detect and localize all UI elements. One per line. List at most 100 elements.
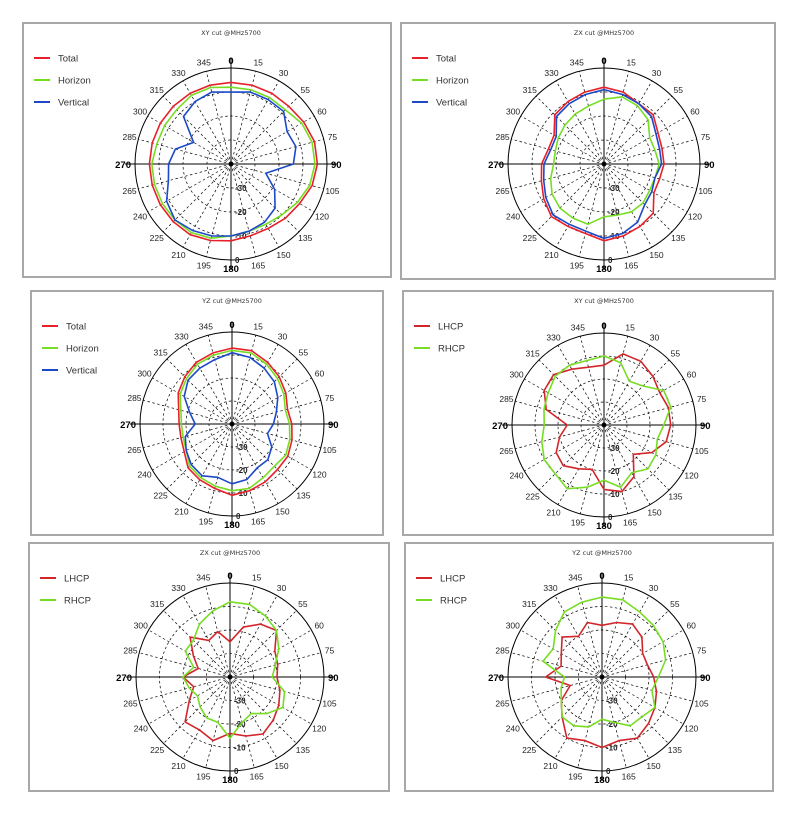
angle-label: 15 [252,573,262,583]
legend-label: LHCP [440,574,465,585]
angle-label: 315 [150,599,164,609]
angle-label: 330 [174,332,188,342]
angle-label: 135 [668,745,682,755]
series-line-horizon [151,86,316,239]
angle-label: 105 [698,186,712,196]
angle-label: 195 [199,517,213,527]
grid-spoke [231,423,279,504]
grid-spoke [166,423,233,490]
chart-title: XY cut @MHz5700 [574,297,634,305]
angle-label: 105 [325,186,339,196]
grid-spoke [138,138,232,165]
grid-spoke [603,359,670,426]
grid-spoke [555,163,605,248]
angle-label: 330 [171,68,185,78]
angle-label: 15 [626,58,636,68]
polar-grid [130,322,334,526]
angle-label: 120 [688,212,702,222]
grid-spoke [603,163,697,190]
grid-spoke [230,115,315,165]
angle-label: 55 [670,599,680,609]
angle-label: 210 [171,761,185,771]
angle-label: 180 [223,264,239,275]
grid-spoke [601,595,650,678]
radial-label: 0 [606,767,611,776]
chart-panel-5: ZX cut @MHz5700 0 15 30 55 60 75 90 105 120 135 150… [28,542,390,792]
angle-label: 120 [684,471,698,481]
angle-label: 265 [499,446,513,456]
angle-label: 150 [647,507,661,517]
angle-label: 30 [649,583,659,593]
angle-label: 225 [525,491,539,501]
series-line-horizon [549,96,661,226]
angle-label: 120 [684,724,698,734]
angle-label: 75 [697,394,707,404]
angle-label: 60 [686,621,696,631]
grid-spoke [230,71,257,165]
polar-chart-1: XY cut @MHz5700 0 15 30 55 60 75 90 105 120 135 150… [34,29,342,275]
grid-spoke [603,336,629,426]
grid-spoke [603,95,673,165]
angle-label: 75 [701,132,711,142]
angle-label: 150 [646,761,660,771]
angle-label: 165 [622,771,636,781]
legend-label: LHCP [64,574,89,585]
grid-spoke [229,676,278,759]
angle-label: 265 [495,699,509,709]
grid-spoke [603,71,630,165]
grid-spoke [535,676,603,744]
angle-label: 240 [134,724,148,734]
chart-panel-2: ZX cut @MHz5700 0 15 30 55 60 75 90 105 120 135 150… [400,22,776,280]
angle-label: 330 [546,333,560,343]
angle-label: 270 [116,673,132,684]
radial-label: -20 [608,208,620,217]
angle-label: 0 [229,320,234,331]
series-line-lhcp [182,623,281,742]
radial-label: -10 [608,490,620,499]
angle-label: 165 [251,260,265,270]
angle-label: 225 [522,745,536,755]
grid-spoke [231,423,257,513]
grid-spoke [231,358,298,425]
angle-label: 270 [120,420,136,431]
angle-label: 225 [523,233,537,243]
radial-label: -20 [235,208,247,217]
grid-spoke [515,400,605,426]
grid-spoke [231,423,298,490]
grid-spoke [603,424,629,514]
grid-spoke [229,610,297,678]
radial-label: -30 [234,697,246,706]
grid-spoke [538,424,605,491]
grid-spoke [601,676,650,759]
legend-label: Vertical [66,366,97,377]
grid-spoke [601,676,684,725]
angle-label: 90 [328,420,339,431]
grid-spoke [557,345,605,426]
angle-label: 345 [570,58,584,68]
angle-label: 300 [506,621,520,631]
grid-spoke [229,586,255,678]
angle-label: 285 [499,394,513,404]
angle-label: 315 [523,85,537,95]
grid-spoke [511,676,603,702]
angle-label: 300 [134,621,148,631]
angle-label: 90 [328,673,339,684]
grid-spoke [603,80,653,165]
angle-label: 30 [650,333,660,343]
chart-title: XY cut @MHz5700 [201,29,261,37]
grid-spoke [143,399,233,425]
legend-label: Total [58,54,78,65]
radial-label: -30 [606,697,618,706]
angle-label: 60 [687,370,697,380]
angle-label: 270 [488,160,504,171]
angle-label: 225 [153,490,167,500]
grid-spoke [162,95,232,165]
angle-label: 195 [196,771,210,781]
grid-spoke [538,359,605,426]
angle-label: 135 [671,233,685,243]
grid-spoke [230,163,324,190]
chart-title: YZ cut @MHz5700 [201,297,262,305]
legend-label: Horizon [436,76,469,87]
